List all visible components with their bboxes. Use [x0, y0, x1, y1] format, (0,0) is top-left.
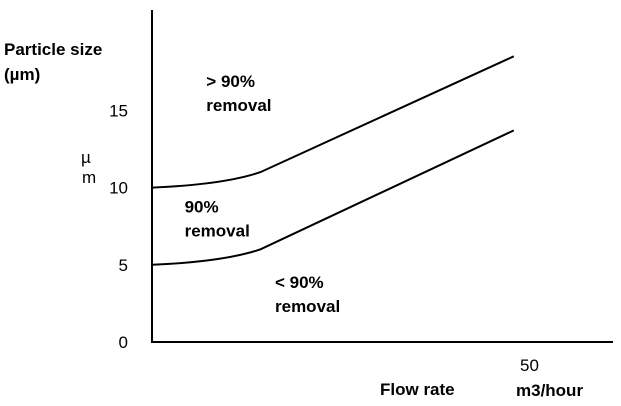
- region-label-1-line-1: > 90%: [206, 72, 255, 91]
- y-tick-label: 5: [119, 256, 128, 275]
- region-label-2-line-1: 90%: [185, 197, 219, 216]
- region-label-2-line-2: removal: [185, 221, 250, 240]
- series-line-2: [151, 129, 515, 266]
- series-group: [151, 55, 515, 266]
- y-tick-label: 15: [109, 101, 128, 120]
- x-axis-label: Flow rate: [380, 380, 455, 399]
- y-unit-side-label-line-2: m: [82, 168, 96, 187]
- axes: [151, 10, 613, 343]
- y-tick-label: 10: [109, 179, 128, 198]
- y-axis-label-line-2: (µm): [4, 65, 40, 84]
- series-line-1: [151, 55, 515, 189]
- region-label-3-line-2: removal: [275, 297, 340, 316]
- annotations-group: > 90% removal 90% removal < 90% removal: [185, 72, 341, 316]
- chart-texts: Particle size (µm) µ m Flow rate 50 m3/h…: [4, 40, 583, 400]
- y-ticks-group: 0 5 10 15: [109, 101, 128, 352]
- region-label-3-line-1: < 90%: [275, 273, 324, 292]
- y-unit-side-label-line-1: µ: [81, 148, 91, 167]
- x-unit-label: m3/hour: [516, 381, 583, 400]
- y-axis-label-line-1: Particle size: [4, 40, 102, 59]
- y-tick-label: 0: [119, 333, 128, 352]
- x-tick-label: 50: [520, 356, 539, 375]
- region-label-1-line-2: removal: [206, 96, 271, 115]
